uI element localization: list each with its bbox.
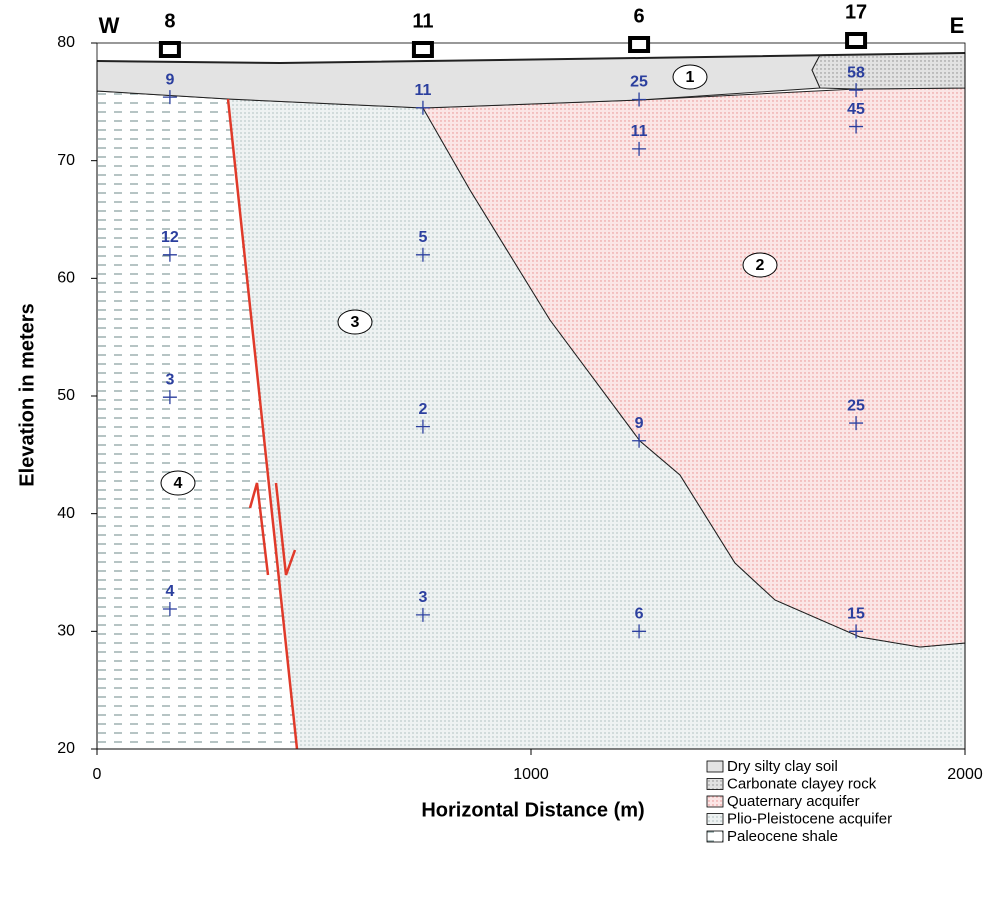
x-axis-label: Horizontal Distance (m) — [421, 799, 644, 821]
legend-label: Carbonate clayey rock — [727, 775, 877, 792]
point-label: 3 — [165, 371, 174, 388]
point-label: 11 — [631, 123, 648, 140]
ground-surface — [96, 52, 966, 65]
point-label: 3 — [418, 589, 427, 606]
point-marker — [632, 624, 647, 639]
fault-arrow — [248, 482, 270, 576]
point-marker — [162, 247, 177, 262]
point-label: 12 — [161, 229, 179, 246]
x-tick-label: 1000 — [513, 766, 549, 783]
well-marker — [411, 41, 434, 58]
layers — [96, 52, 966, 750]
well-marker — [628, 36, 651, 53]
legend-label: Plio-Pleistocene acquifer — [727, 810, 892, 827]
point-marker — [849, 119, 864, 134]
point-label: 25 — [847, 397, 865, 414]
well-label: 11 — [412, 10, 433, 32]
point-marker — [162, 601, 177, 616]
legend-label: Dry silty clay soil — [727, 758, 838, 775]
point-label: 25 — [630, 74, 648, 91]
unit-label: 3 — [351, 314, 360, 331]
well-marker — [845, 32, 868, 49]
point-label: 45 — [847, 101, 865, 118]
unit-badge — [160, 470, 196, 496]
well-marker — [158, 41, 181, 58]
legend-swatch — [706, 778, 724, 790]
point-label: 58 — [847, 64, 865, 81]
point-marker — [632, 433, 647, 448]
fault-arrow — [274, 482, 297, 576]
unit-label: 4 — [174, 475, 183, 492]
point-marker — [849, 624, 864, 639]
point-label: 9 — [165, 71, 174, 88]
legend-label: Paleocene shale — [727, 828, 838, 845]
point-label: 2 — [418, 401, 427, 418]
y-tick-label: 60 — [57, 270, 75, 287]
y-tick-label: 50 — [57, 387, 75, 404]
y-tick-label: 20 — [57, 740, 75, 757]
y-tick-label: 30 — [57, 623, 75, 640]
legend-label: Quaternary acquifer — [727, 793, 860, 810]
direction-label: E — [950, 13, 965, 38]
unit-label: 1 — [686, 69, 695, 86]
point-label: 4 — [165, 583, 174, 600]
unit-label: 2 — [756, 257, 765, 274]
well-label: 8 — [164, 10, 175, 32]
point-marker — [849, 83, 864, 98]
legend-swatch — [706, 795, 724, 808]
point-label: 5 — [418, 229, 427, 246]
point-marker — [632, 92, 647, 107]
point-marker — [632, 141, 647, 156]
y-axis-label: Elevation in meters — [16, 303, 38, 486]
point-marker — [415, 419, 430, 434]
point-marker — [162, 90, 177, 105]
point-label: 15 — [847, 606, 865, 623]
fault-line — [226, 98, 299, 750]
point-label: 11 — [414, 82, 431, 99]
point-marker — [415, 607, 430, 622]
x-tick-label: 0 — [93, 766, 102, 783]
unit-badge — [742, 252, 778, 278]
y-tick-label: 40 — [57, 505, 75, 522]
unit-badge — [672, 64, 708, 90]
fault — [226, 98, 299, 750]
carbonate-layer — [811, 52, 966, 90]
point-marker — [162, 390, 177, 405]
legend-swatch — [706, 813, 724, 825]
point-marker — [849, 416, 864, 431]
point-label: 6 — [635, 606, 644, 623]
well-label: 17 — [845, 1, 867, 23]
y-tick-label: 70 — [57, 152, 75, 169]
point-marker — [415, 100, 430, 115]
y-tick-label: 80 — [57, 34, 75, 51]
well-label: 6 — [634, 5, 645, 27]
unit-badge — [337, 309, 373, 335]
x-tick-label: 2000 — [947, 766, 983, 783]
direction-label: W — [99, 13, 120, 38]
point-marker — [415, 247, 430, 262]
legend-swatch — [706, 760, 724, 773]
point-label: 9 — [635, 415, 644, 432]
legend-swatch — [706, 830, 724, 843]
